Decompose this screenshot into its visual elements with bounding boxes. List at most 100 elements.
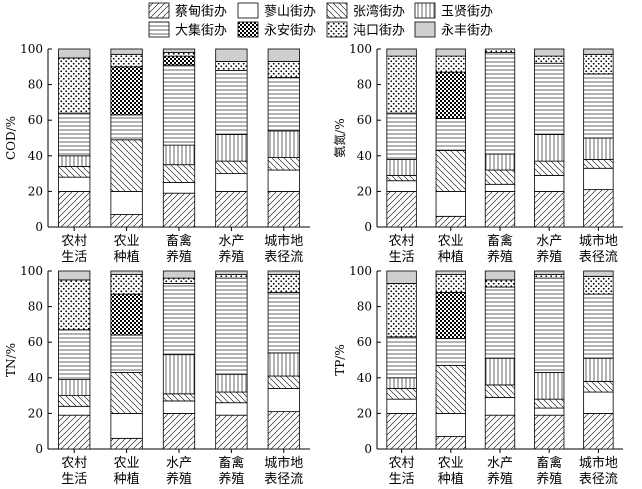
bar-stack-3 — [162, 48, 196, 228]
bar-segment-shenshan — [583, 391, 614, 414]
bar-stack-2 — [110, 48, 143, 228]
bar-segment-yongfeng — [58, 270, 91, 281]
bar-stack-2 — [435, 270, 466, 450]
legend-label-yuxian: 玉贤街办 — [441, 5, 493, 20]
bar-stack-5 — [267, 48, 300, 228]
y-tick-label: 20 — [357, 406, 372, 420]
bar-segment-yongfeng — [583, 270, 614, 277]
bar-segment-yongan — [435, 291, 466, 340]
bar-segment-daji — [215, 69, 248, 135]
y-tick-label: 40 — [357, 149, 372, 163]
y-tick-label: 60 — [357, 335, 372, 349]
bar-segment-zhakou — [162, 52, 196, 57]
bar-segment-shenshan — [267, 169, 300, 192]
x-tick-label: 城市地表径流 — [264, 455, 303, 487]
bar-segment-zhakou — [534, 55, 565, 64]
bar-segment-shenshan — [215, 173, 248, 192]
bar-segment-yuxian — [386, 158, 417, 176]
bar-segment-daji — [267, 291, 300, 354]
bar-segment-yuxian — [58, 155, 91, 167]
bar-segment-zhakou — [484, 279, 516, 288]
bar-segment-caidian — [386, 412, 417, 450]
bar-segment-zhakou — [435, 55, 466, 73]
bar-segment-daji — [583, 73, 614, 139]
y-tick-label: 40 — [357, 371, 372, 385]
bar-segment-daji — [534, 62, 565, 135]
bar-segment-zhakou — [386, 283, 417, 338]
legend-swatch-yongan — [237, 21, 259, 38]
x-tick-label: 水产养殖 — [536, 234, 562, 265]
y-tick-label: 0 — [35, 442, 43, 456]
bar-segment-shenshan — [58, 176, 91, 192]
y-tick-label: 60 — [28, 335, 43, 349]
bar-segment-zhakou — [110, 53, 143, 68]
bar-segment-shenshan — [435, 412, 466, 437]
bar-segment-yuxian — [267, 130, 300, 158]
bar-segment-daji — [162, 283, 196, 356]
y-tick-label: 40 — [28, 371, 43, 385]
bar-segment-yuxian — [583, 137, 614, 160]
bar-segment-daji — [435, 118, 466, 151]
bar-segment-daji — [386, 112, 417, 160]
x-tick-label: 农村生活 — [389, 456, 415, 487]
x-tick-label: 畜禽养殖 — [166, 233, 192, 265]
bar-segment-shenshan — [215, 402, 248, 416]
bar-stack-5 — [583, 48, 614, 228]
bar-segment-caidian — [162, 192, 196, 228]
bar-segment-zhakou — [110, 274, 143, 295]
bar-segment-yongan — [435, 71, 466, 119]
bar-segment-caidian — [534, 190, 565, 228]
bar-stack-4 — [534, 270, 565, 450]
bar-segment-zhakou — [583, 275, 614, 295]
x-tick-label: 农业种植 — [114, 234, 140, 265]
x-tick-label: 畜禽养殖 — [536, 455, 562, 487]
bar-segment-daji — [267, 77, 300, 132]
bar-segment-zhangwan — [583, 158, 614, 169]
bar-segment-daji — [386, 336, 417, 379]
y-tick-label: 100 — [349, 42, 372, 56]
bar-segment-zhangwan — [386, 174, 417, 182]
bar-stack-4 — [215, 270, 248, 450]
bar-segment-daji — [435, 338, 466, 366]
bar-segment-caidian — [583, 412, 614, 450]
x-tick-label: 水产养殖 — [166, 456, 192, 487]
bar-segment-daji — [58, 329, 91, 380]
bar-segment-zhangwan — [534, 160, 565, 176]
y-tick-label: 20 — [357, 184, 372, 198]
bar-segment-zhakou — [583, 53, 614, 75]
bar-segment-zhangwan — [484, 169, 516, 185]
bar-segment-yongan — [110, 66, 143, 116]
bar-segment-daji — [110, 334, 143, 373]
legend-label-shenshan: 蓼山街办 — [264, 5, 316, 20]
bar-stack-2 — [435, 48, 466, 228]
bar-segment-yongfeng — [435, 48, 466, 57]
bar-segment-caidian — [534, 414, 565, 450]
bar-stack-5 — [583, 270, 614, 450]
legend-swatch-zhakou — [326, 21, 348, 38]
bar-segment-zhangwan — [58, 395, 91, 407]
x-tick-label: 水产养殖 — [218, 234, 244, 265]
bar-segment-zhakou — [58, 57, 91, 114]
x-tick-label: 水产养殖 — [487, 456, 513, 487]
bar-segment-shenshan — [386, 180, 417, 192]
bar-segment-zhangwan — [267, 375, 300, 389]
y-tick-label: 100 — [20, 42, 43, 56]
x-tick-label: 城市地表径流 — [579, 455, 618, 487]
bar-stack-4 — [534, 48, 565, 228]
bar-stack-1 — [386, 270, 417, 450]
y-axis-label: 氨氮/% — [332, 118, 347, 157]
bar-segment-zhakou — [58, 279, 91, 331]
bar-segment-yongfeng — [162, 270, 196, 279]
bar-segment-yongfeng — [386, 270, 417, 284]
bar-segment-zhangwan — [534, 398, 565, 409]
legend-label-yongfeng: 永丰街办 — [441, 24, 493, 39]
x-tick-label: 农业种植 — [114, 456, 140, 487]
legend-swatch-yongfeng — [414, 21, 436, 38]
bar-segment-yuxian — [534, 134, 565, 162]
legend-item-zhakou: 沌口街办 — [326, 21, 405, 39]
bar-segment-caidian — [267, 411, 300, 450]
bar-segment-yongfeng — [215, 270, 248, 275]
y-tick-label: 80 — [28, 300, 43, 314]
